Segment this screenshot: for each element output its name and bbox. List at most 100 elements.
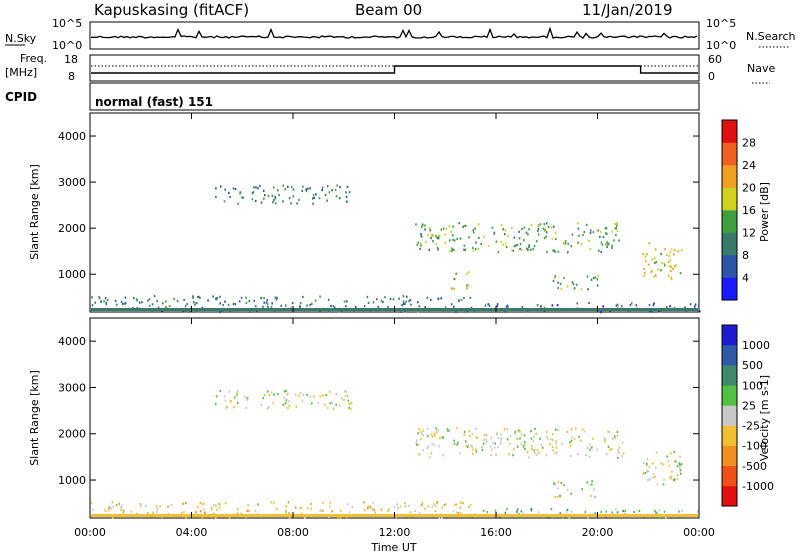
- range-gate-cell: [299, 304, 301, 307]
- range-gate-cell: [219, 311, 221, 314]
- range-gate-cell: [299, 306, 301, 309]
- range-gate-cell: [367, 301, 370, 304]
- range-gate-cell: [313, 395, 315, 398]
- range-gate-cell: [123, 302, 126, 305]
- range-gate-cell: [144, 504, 147, 508]
- power-data: [91, 184, 701, 314]
- range-gate-cell: [321, 186, 324, 189]
- range-gate-cell: [604, 438, 606, 441]
- range-gate-cell: [601, 243, 604, 246]
- range-gate-cell: [373, 509, 375, 512]
- colorbar-segment: [722, 365, 737, 386]
- range-gate-cell: [528, 228, 530, 231]
- range-gate-cell: [283, 390, 286, 393]
- range-gate-cell: [557, 281, 559, 284]
- range-gate-cell: [514, 244, 517, 247]
- range-gate-cell: [645, 260, 647, 263]
- range-gate-cell: [603, 437, 606, 440]
- colorbar-segment: [722, 255, 737, 278]
- range-gate-cell: [199, 502, 202, 505]
- range-gate-cell: [648, 242, 651, 245]
- range-gate-cell: [465, 440, 467, 443]
- range-gate-cell: [262, 189, 265, 192]
- range-gate-cell: [183, 298, 185, 301]
- range-gate-cell: [581, 488, 583, 491]
- range-gate-cell: [478, 236, 480, 239]
- range-gate-cell: [328, 310, 330, 313]
- range-gate-cell: [621, 455, 623, 458]
- x-tick-label: 00:00: [683, 526, 715, 539]
- colorbar-segment: [722, 405, 737, 426]
- range-gate-cell: [674, 460, 677, 463]
- range-gate-cell: [327, 298, 330, 301]
- range-gate-cell: [526, 451, 529, 454]
- range-gate-cell: [392, 298, 395, 301]
- range-gate-cell: [421, 503, 423, 507]
- range-gate-cell: [120, 504, 123, 507]
- colorbar-tick-label: 16: [742, 204, 756, 217]
- range-gate-cell: [624, 509, 626, 512]
- range-gate-cell: [570, 510, 573, 513]
- range-gate-cell: [572, 283, 575, 286]
- range-gate-cell: [241, 196, 243, 199]
- range-gate-cell: [472, 229, 474, 232]
- range-gate-cell: [277, 189, 279, 192]
- range-gate-cell: [459, 506, 461, 509]
- range-gate-cell: [667, 274, 670, 277]
- range-gate-cell: [415, 439, 418, 442]
- range-gate-cell: [314, 299, 317, 302]
- range-gate-cell: [207, 299, 209, 302]
- range-gate-cell: [652, 472, 655, 476]
- range-gate-cell: [290, 202, 292, 205]
- range-gate-cell: [589, 229, 592, 232]
- range-gate-cell: [306, 304, 308, 307]
- range-gate-cell: [271, 194, 274, 197]
- range-gate-cell: [507, 306, 509, 309]
- range-gate-cell: [613, 435, 616, 438]
- range-gate-cell: [349, 408, 352, 411]
- range-gate-cell: [679, 469, 682, 472]
- range-gate-cell: [589, 247, 592, 250]
- power-panel: 1000 2000 3000 4000 Slant Range [km] 4 8 12 16…: [28, 112, 771, 314]
- range-gate-cell: [324, 193, 327, 197]
- range-gate-cell: [570, 245, 572, 248]
- range-gate-cell: [594, 276, 597, 279]
- range-gate-cell: [667, 261, 670, 264]
- range-gate-cell: [159, 505, 161, 508]
- velocity-colorbar: 1000 500 100 25 -25 -100 -500 -1000: [721, 324, 774, 507]
- range-gate-cell: [433, 444, 436, 447]
- range-gate-cell: [324, 403, 326, 407]
- range-gate-cell: [486, 434, 488, 437]
- range-gate-cell: [301, 189, 303, 192]
- range-gate-cell: [507, 235, 509, 238]
- range-gate-cell: [456, 443, 458, 446]
- range-gate-cell: [604, 440, 606, 443]
- range-gate-cell: [612, 437, 614, 440]
- noise-panel: N.Sky 10^5 10^0 10^5 10^0 N.Search: [5, 17, 796, 52]
- range-gate-cell: [422, 449, 424, 452]
- range-gate-cell: [140, 505, 142, 508]
- range-gate-cell: [600, 241, 603, 244]
- range-gate-cell: [500, 439, 502, 442]
- range-gate-cell: [260, 201, 263, 204]
- range-gate-cell: [322, 501, 324, 504]
- range-gate-cell: [459, 237, 462, 240]
- range-gate-cell: [305, 188, 307, 191]
- range-gate-cell: [457, 512, 460, 515]
- range-gate-cell: [322, 394, 324, 397]
- range-gate-cell: [664, 248, 666, 251]
- range-gate-cell: [215, 516, 217, 519]
- range-gate-cell: [644, 471, 646, 475]
- range-gate-cell: [583, 430, 586, 433]
- range-gate-cell: [306, 393, 308, 396]
- range-gate-cell: [524, 447, 526, 450]
- range-gate-cell: [451, 249, 453, 253]
- range-gate-cell: [655, 451, 658, 454]
- range-gate-cell: [470, 444, 472, 447]
- range-gate-cell: [259, 184, 261, 187]
- range-gate-cell: [589, 231, 592, 235]
- range-gate-cell: [246, 509, 249, 512]
- range-gate-cell: [466, 287, 468, 290]
- power-ylabel: Slant Range [km]: [28, 164, 41, 260]
